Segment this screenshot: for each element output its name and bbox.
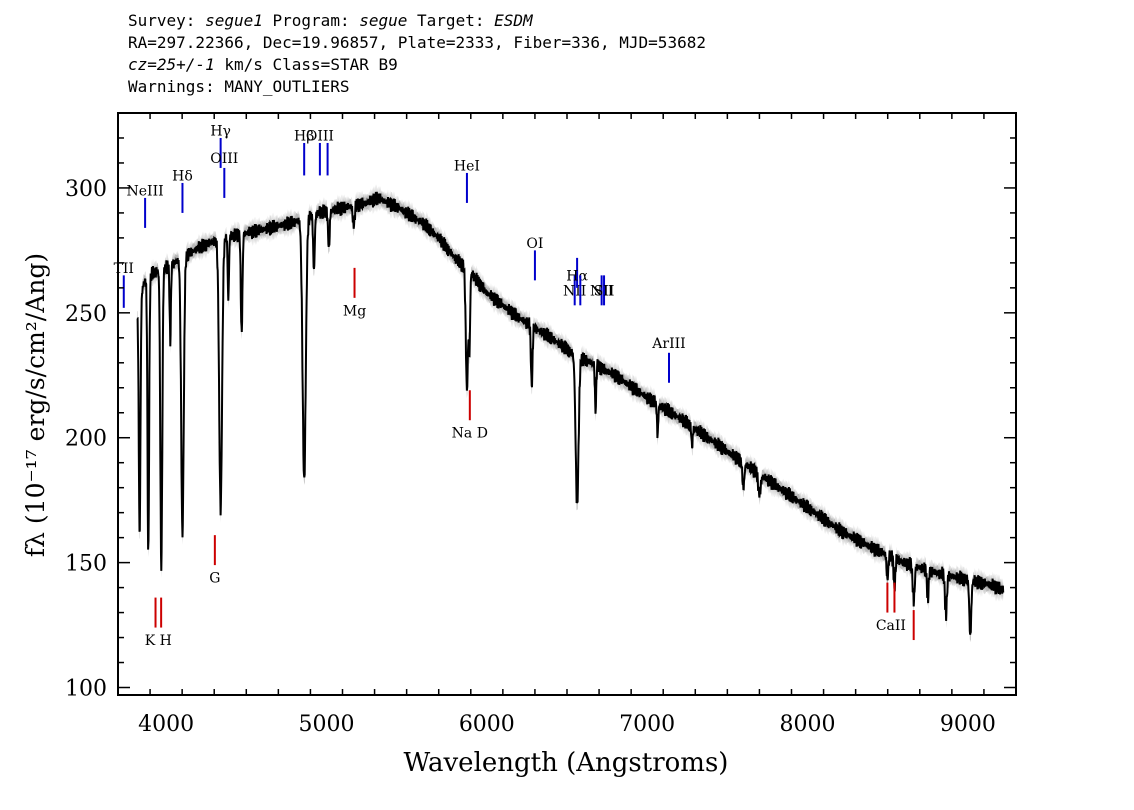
flux-spectrum-line	[136, 191, 1005, 635]
emission-line-label: Hα	[566, 268, 588, 284]
y-tick-label: 300	[65, 177, 107, 202]
absorption-line-label: G	[209, 571, 220, 587]
emission-line-label: Hδ	[172, 168, 193, 184]
header-line-warnings: Warnings: MANY_OUTLIERS	[128, 77, 350, 96]
x-tick-label: 6000	[459, 712, 515, 737]
x-tick-label: 7000	[619, 712, 675, 737]
spectrum-layer	[136, 191, 1005, 635]
header-line-coords: RA=297.22366, Dec=19.96857, Plate=2333, …	[128, 33, 706, 52]
plot-frame	[117, 112, 1017, 696]
y-tick-label: 150	[65, 552, 107, 577]
target-value: ESDM	[494, 11, 533, 30]
axes-layer: 4000 5000 6000 7000 8000 9000 100 150 200 250 300	[65, 112, 1017, 737]
survey-value: segue1	[205, 11, 263, 30]
absorption-line-label: Mg	[343, 303, 366, 319]
emission-line-label: OIII	[210, 151, 238, 167]
emission-line-label: NII	[563, 283, 586, 299]
x-tick-label: 5000	[298, 712, 354, 737]
redshift-value: cz=25+/-1	[128, 55, 215, 74]
emission-line-label: Hβ	[294, 128, 314, 144]
error-band-layer	[137, 184, 1004, 643]
x-axis-label: Wavelength (Angstroms)	[404, 748, 729, 778]
program-value: segue	[359, 11, 408, 30]
absorption-line-label: Na D	[452, 426, 488, 442]
y-tick-label: 200	[65, 427, 107, 452]
y-tick-label: 100	[65, 677, 107, 702]
emission-line-label: OIII	[306, 128, 334, 144]
emission-line-label: OI	[526, 236, 543, 252]
y-axis-label: fλ (10⁻¹⁷ erg/s/cm²/Ang)	[21, 253, 50, 557]
emission-line-label: Hγ	[210, 123, 231, 139]
emission-line-label: HeI	[454, 158, 480, 174]
absorption-line-label: K H	[145, 633, 172, 649]
target-label: Target:	[417, 11, 485, 30]
redshift-unit: km/s	[224, 55, 263, 74]
x-tick-label: 8000	[780, 712, 836, 737]
line-markers-layer: TIINeIIIHδHγOIIIHβOIIIHeIOINIIHαNIISIIAr…	[114, 123, 915, 649]
flux-error-band	[137, 184, 1004, 643]
emission-line-label: SII	[594, 283, 615, 299]
absorption-line-label: CaII	[876, 618, 906, 634]
x-tick-label: 9000	[940, 712, 996, 737]
emission-line-label: ArIII	[651, 336, 685, 352]
header-line-class: cz=25+/-1 km/s Class=STAR B9	[128, 54, 706, 76]
header-line-survey: Survey: segue1 Program: segue Target: ES…	[128, 10, 706, 32]
program-label: Program:	[272, 11, 350, 30]
emission-line-label: NII	[590, 283, 613, 299]
y-tick-label: 250	[65, 302, 107, 327]
x-tick-label: 4000	[138, 712, 194, 737]
class-value: Class=STAR B9	[272, 55, 398, 74]
emission-line-label: NeIII	[127, 183, 164, 199]
survey-label: Survey:	[128, 11, 196, 30]
spectrum-header: Survey: segue1 Program: segue Target: ES…	[128, 10, 706, 98]
